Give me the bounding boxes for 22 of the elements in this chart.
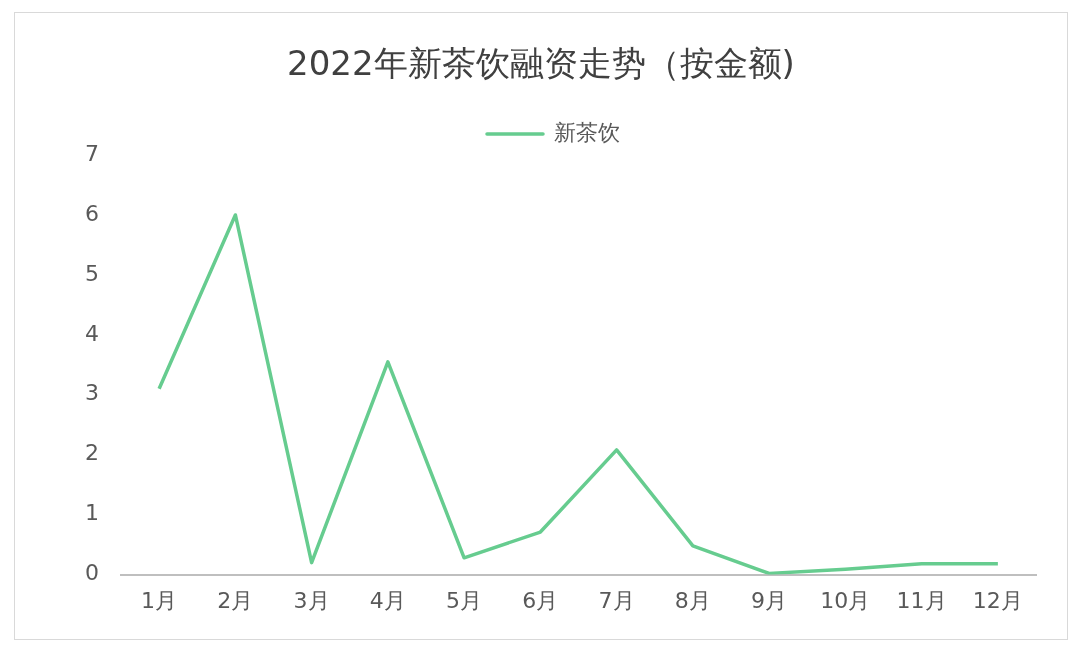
x-tick-label: 12月 [972,587,1023,613]
y-tick-label: 1 [85,500,99,526]
x-tick-label: 1月 [141,587,178,613]
x-tick-label: 2月 [217,587,254,613]
y-tick-label: 2 [85,440,99,466]
x-tick-label: 3月 [293,587,330,613]
x-tick-label: 9月 [751,587,788,613]
x-tick-label: 11月 [896,587,947,613]
x-tick-label: 6月 [522,587,559,613]
legend-label: 新茶饮 [554,119,620,145]
y-tick-label: 7 [85,140,99,166]
x-tick-label: 5月 [446,587,483,613]
y-tick-label: 5 [85,260,99,286]
x-tick-label: 10月 [820,587,871,613]
x-tick-label: 8月 [674,587,711,613]
y-tick-label: 4 [85,320,99,346]
y-tick-label: 6 [85,200,99,226]
chart-title: 2022年新茶饮融资走势（按金额) [286,42,796,85]
x-tick-label: 7月 [598,587,635,613]
y-tick-label: 0 [85,560,99,586]
x-tick-label: 4月 [369,587,406,613]
y-tick-label: 3 [85,380,99,406]
